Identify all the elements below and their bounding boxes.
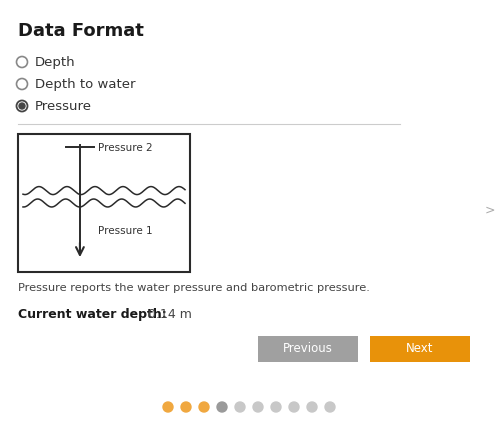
Text: Pressure: Pressure <box>35 99 92 113</box>
Circle shape <box>181 402 191 412</box>
Text: Pressure 1: Pressure 1 <box>98 226 152 235</box>
Circle shape <box>199 402 209 412</box>
Text: >: > <box>485 203 495 217</box>
Circle shape <box>19 103 25 109</box>
Circle shape <box>253 402 263 412</box>
Text: Next: Next <box>406 342 434 356</box>
Text: Pressure reports the water pressure and barometric pressure.: Pressure reports the water pressure and … <box>18 283 370 293</box>
Circle shape <box>307 402 317 412</box>
Text: Data Format: Data Format <box>18 22 144 40</box>
Bar <box>370 336 470 362</box>
Circle shape <box>289 402 299 412</box>
Circle shape <box>325 402 335 412</box>
Bar <box>258 336 358 362</box>
Text: Depth to water: Depth to water <box>35 77 136 90</box>
Text: Depth: Depth <box>35 56 76 68</box>
Text: Previous: Previous <box>283 342 333 356</box>
Circle shape <box>271 402 281 412</box>
Text: Current water depth:: Current water depth: <box>18 308 167 321</box>
Bar <box>18 134 190 272</box>
Circle shape <box>163 402 173 412</box>
Text: 0.14 m: 0.14 m <box>148 308 192 321</box>
Circle shape <box>217 402 227 412</box>
Text: Pressure 2: Pressure 2 <box>98 143 152 153</box>
Circle shape <box>235 402 245 412</box>
